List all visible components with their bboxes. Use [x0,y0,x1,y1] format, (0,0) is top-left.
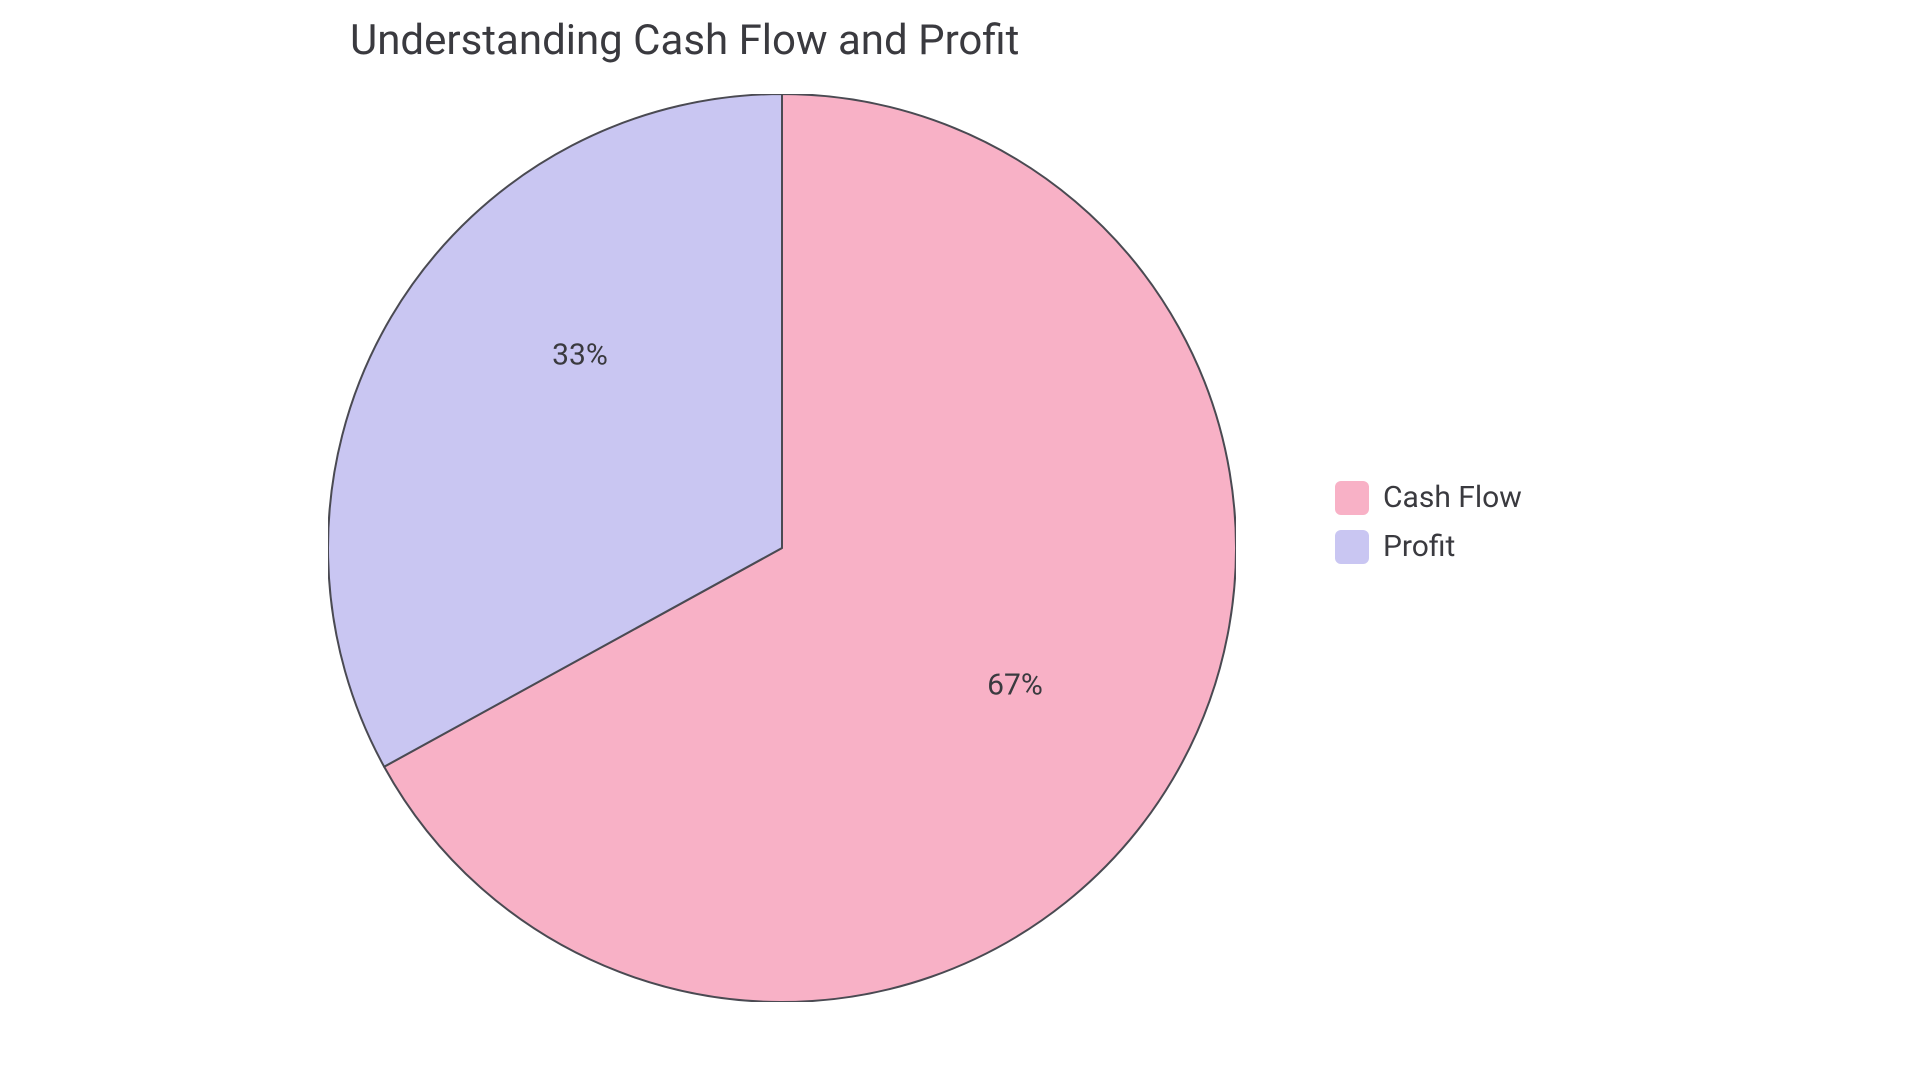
pie-chart: 67% 33% [328,94,1236,1002]
legend-label: Cash Flow [1383,480,1522,515]
pie-svg [328,94,1236,1002]
legend-swatch [1335,481,1369,515]
slice-label-profit: 33% [552,338,608,373]
legend-swatch [1335,530,1369,564]
chart-stage: Understanding Cash Flow and Profit 67% 33… [0,0,1920,1080]
legend-item-cash-flow: Cash Flow [1335,480,1522,515]
legend-label: Profit [1383,529,1455,564]
legend-item-profit: Profit [1335,529,1522,564]
slice-label-cash-flow: 67% [987,668,1043,703]
chart-title: Understanding Cash Flow and Profit [350,16,1019,65]
legend: Cash Flow Profit [1335,480,1522,564]
